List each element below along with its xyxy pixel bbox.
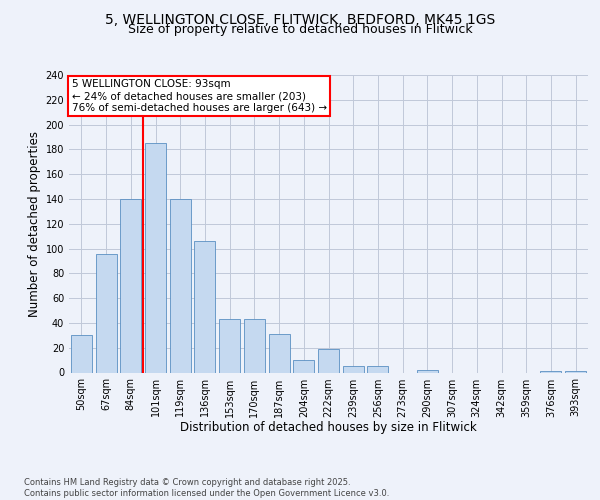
Bar [194,241,215,372]
Bar [95,254,116,372]
Text: 5, WELLINGTON CLOSE, FLITWICK, BEDFORD, MK45 1GS: 5, WELLINGTON CLOSE, FLITWICK, BEDFORD, … [105,12,495,26]
Bar [269,334,290,372]
X-axis label: Distribution of detached houses by size in Flitwick: Distribution of detached houses by size … [180,421,477,434]
Bar [417,370,438,372]
Text: 5 WELLINGTON CLOSE: 93sqm
← 24% of detached houses are smaller (203)
76% of semi: 5 WELLINGTON CLOSE: 93sqm ← 24% of detac… [71,80,327,112]
Bar [293,360,314,372]
Bar [120,199,141,372]
Bar [219,319,240,372]
Bar [71,336,92,372]
Text: Contains HM Land Registry data © Crown copyright and database right 2025.
Contai: Contains HM Land Registry data © Crown c… [24,478,389,498]
Y-axis label: Number of detached properties: Number of detached properties [28,130,41,317]
Text: Size of property relative to detached houses in Flitwick: Size of property relative to detached ho… [128,22,472,36]
Bar [367,366,388,372]
Bar [145,143,166,372]
Bar [318,349,339,372]
Bar [244,319,265,372]
Bar [343,366,364,372]
Bar [170,199,191,372]
